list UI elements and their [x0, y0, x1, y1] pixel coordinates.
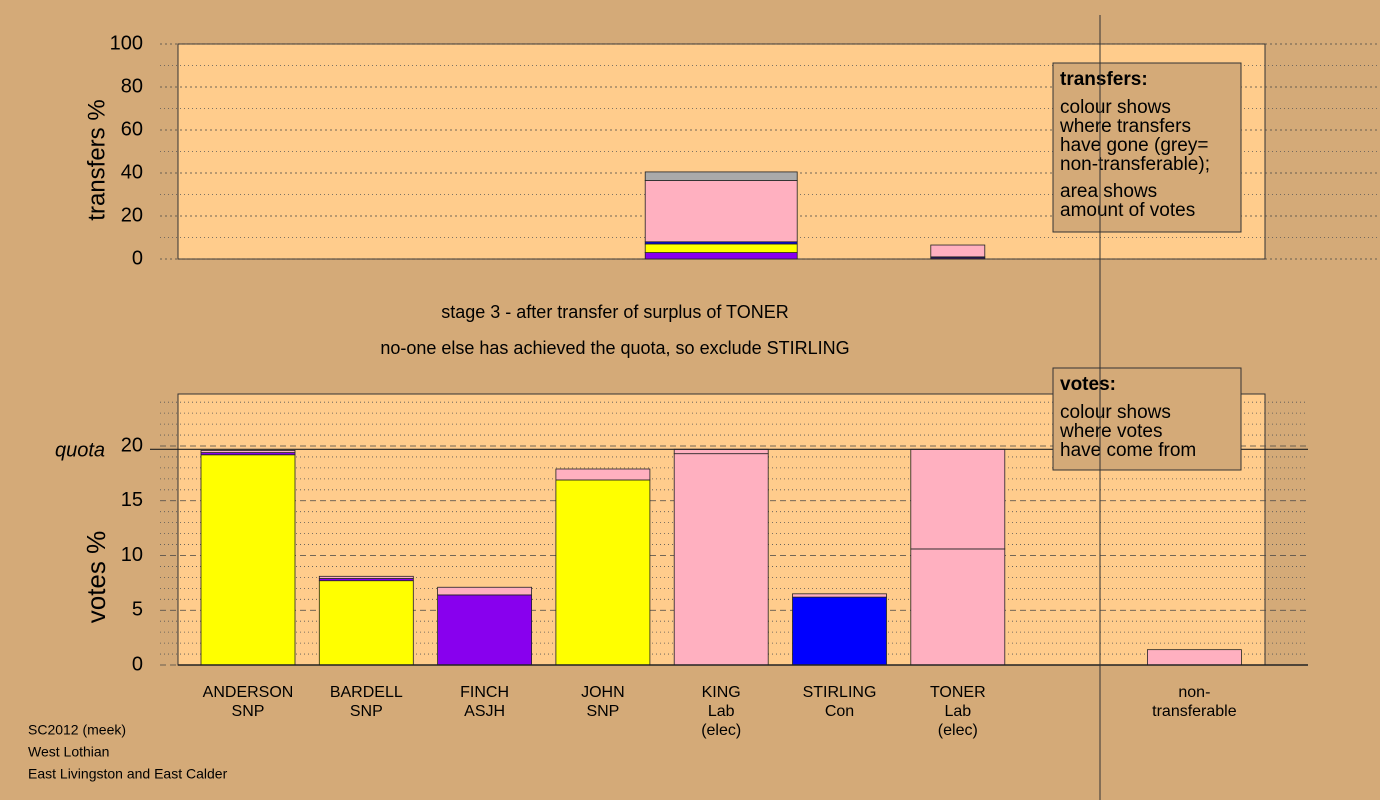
bar-segment	[910, 448, 1006, 550]
note-line: colour shows	[1060, 97, 1171, 118]
note-box	[1052, 367, 1242, 471]
note-title: votes:	[1060, 374, 1116, 395]
bar-segment	[437, 594, 533, 666]
bar-segment	[200, 449, 296, 453]
footer: East Livingston and East Calder	[28, 766, 228, 782]
y-tick-label: 20	[121, 204, 143, 226]
bar-segment	[644, 171, 798, 181]
y-tick-label: 10	[121, 544, 143, 566]
footer: SC2012 (meek)	[28, 722, 126, 738]
x-tick-label: (elec)	[938, 722, 978, 739]
chart-subtitle: no-one else has achieved the quota, so e…	[380, 338, 849, 358]
x-tick-label: KING	[702, 684, 741, 701]
y-tick-label: 80	[121, 75, 143, 97]
note-line: where transfers	[1059, 116, 1191, 137]
x-tick-label: TONER	[930, 684, 986, 701]
x-tick-label: Con	[825, 703, 854, 720]
bar-segment	[644, 252, 798, 260]
bar-segment	[437, 586, 533, 596]
y-tick-label: 0	[132, 247, 143, 269]
note-line: non-transferable);	[1060, 154, 1210, 175]
bar-segment	[910, 548, 1006, 666]
x-tick-label: SNP	[586, 703, 619, 720]
y-tick-label: 60	[121, 118, 143, 140]
x-tick-label: non-	[1178, 684, 1210, 701]
x-tick-label: FINCH	[460, 684, 509, 701]
bar-segment	[792, 596, 887, 666]
note-line: where votes	[1059, 421, 1162, 442]
y-tick-label: 0	[132, 653, 143, 675]
note-line: colour shows	[1060, 402, 1171, 423]
y-tick-label: 100	[110, 32, 143, 54]
chart-title: stage 3 - after transfer of surplus of T…	[441, 302, 788, 322]
note-line: area shows	[1060, 181, 1157, 202]
bar-segment	[644, 243, 798, 253]
x-tick-label: BARDELL	[330, 684, 403, 701]
bar-segment	[1147, 649, 1242, 666]
x-tick-label: Lab	[708, 703, 735, 720]
x-tick-label: JOHN	[581, 684, 625, 701]
bar-segment	[930, 244, 986, 258]
bar-segment	[673, 453, 769, 666]
note-title: transfers:	[1060, 69, 1148, 90]
bar-segment	[200, 454, 296, 666]
bar-segment	[555, 479, 651, 666]
bar-segment	[673, 448, 769, 455]
quota-label: quota	[55, 440, 105, 462]
bar-segment	[644, 180, 798, 243]
bar-segment	[318, 575, 414, 579]
x-tick-label: Lab	[944, 703, 971, 720]
x-tick-label: ASJH	[464, 703, 505, 720]
footer: West Lothian	[28, 744, 109, 760]
x-tick-label: ANDERSON	[203, 684, 294, 701]
x-tick-label: SNP	[232, 703, 265, 720]
note-box	[1052, 62, 1242, 233]
y-tick-label: 15	[121, 489, 143, 511]
x-tick-label: SNP	[350, 703, 383, 720]
y-axis-label: votes %	[81, 531, 111, 624]
note-line: amount of votes	[1060, 200, 1195, 221]
y-tick-label: 5	[132, 599, 143, 621]
y-tick-label: 40	[121, 161, 143, 183]
note-line: have come from	[1060, 440, 1196, 461]
x-tick-label: STIRLING	[803, 684, 877, 701]
x-tick-label: (elec)	[701, 722, 741, 739]
y-tick-label: 20	[121, 434, 143, 456]
bar-segment	[555, 468, 651, 481]
y-axis-label: transfers %	[83, 99, 110, 220]
bar-segment	[792, 593, 887, 598]
x-tick-label: transferable	[1152, 703, 1237, 720]
bar-segment	[318, 580, 414, 666]
note-line: have gone (grey=	[1060, 135, 1208, 156]
